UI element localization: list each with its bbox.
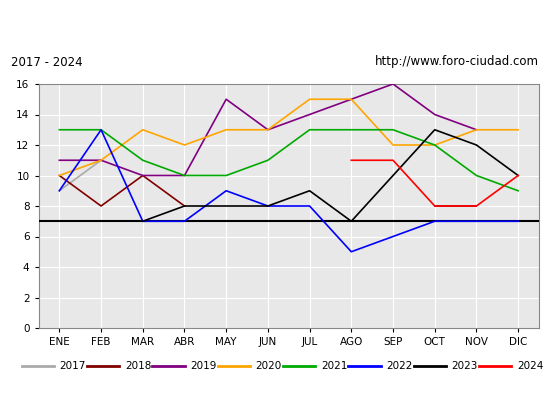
- Text: Evolucion del paro registrado en Quicena: Evolucion del paro registrado en Quicena: [117, 14, 433, 29]
- Text: 2022: 2022: [386, 361, 412, 371]
- Text: http://www.foro-ciudad.com: http://www.foro-ciudad.com: [375, 56, 539, 68]
- Text: 2019: 2019: [190, 361, 217, 371]
- Text: 2018: 2018: [125, 361, 151, 371]
- Text: 2020: 2020: [255, 361, 282, 371]
- Text: 2017: 2017: [59, 361, 86, 371]
- Text: 2023: 2023: [452, 361, 478, 371]
- Text: 2021: 2021: [321, 361, 347, 371]
- Text: 2024: 2024: [517, 361, 543, 371]
- Text: 2017 - 2024: 2017 - 2024: [11, 56, 82, 68]
